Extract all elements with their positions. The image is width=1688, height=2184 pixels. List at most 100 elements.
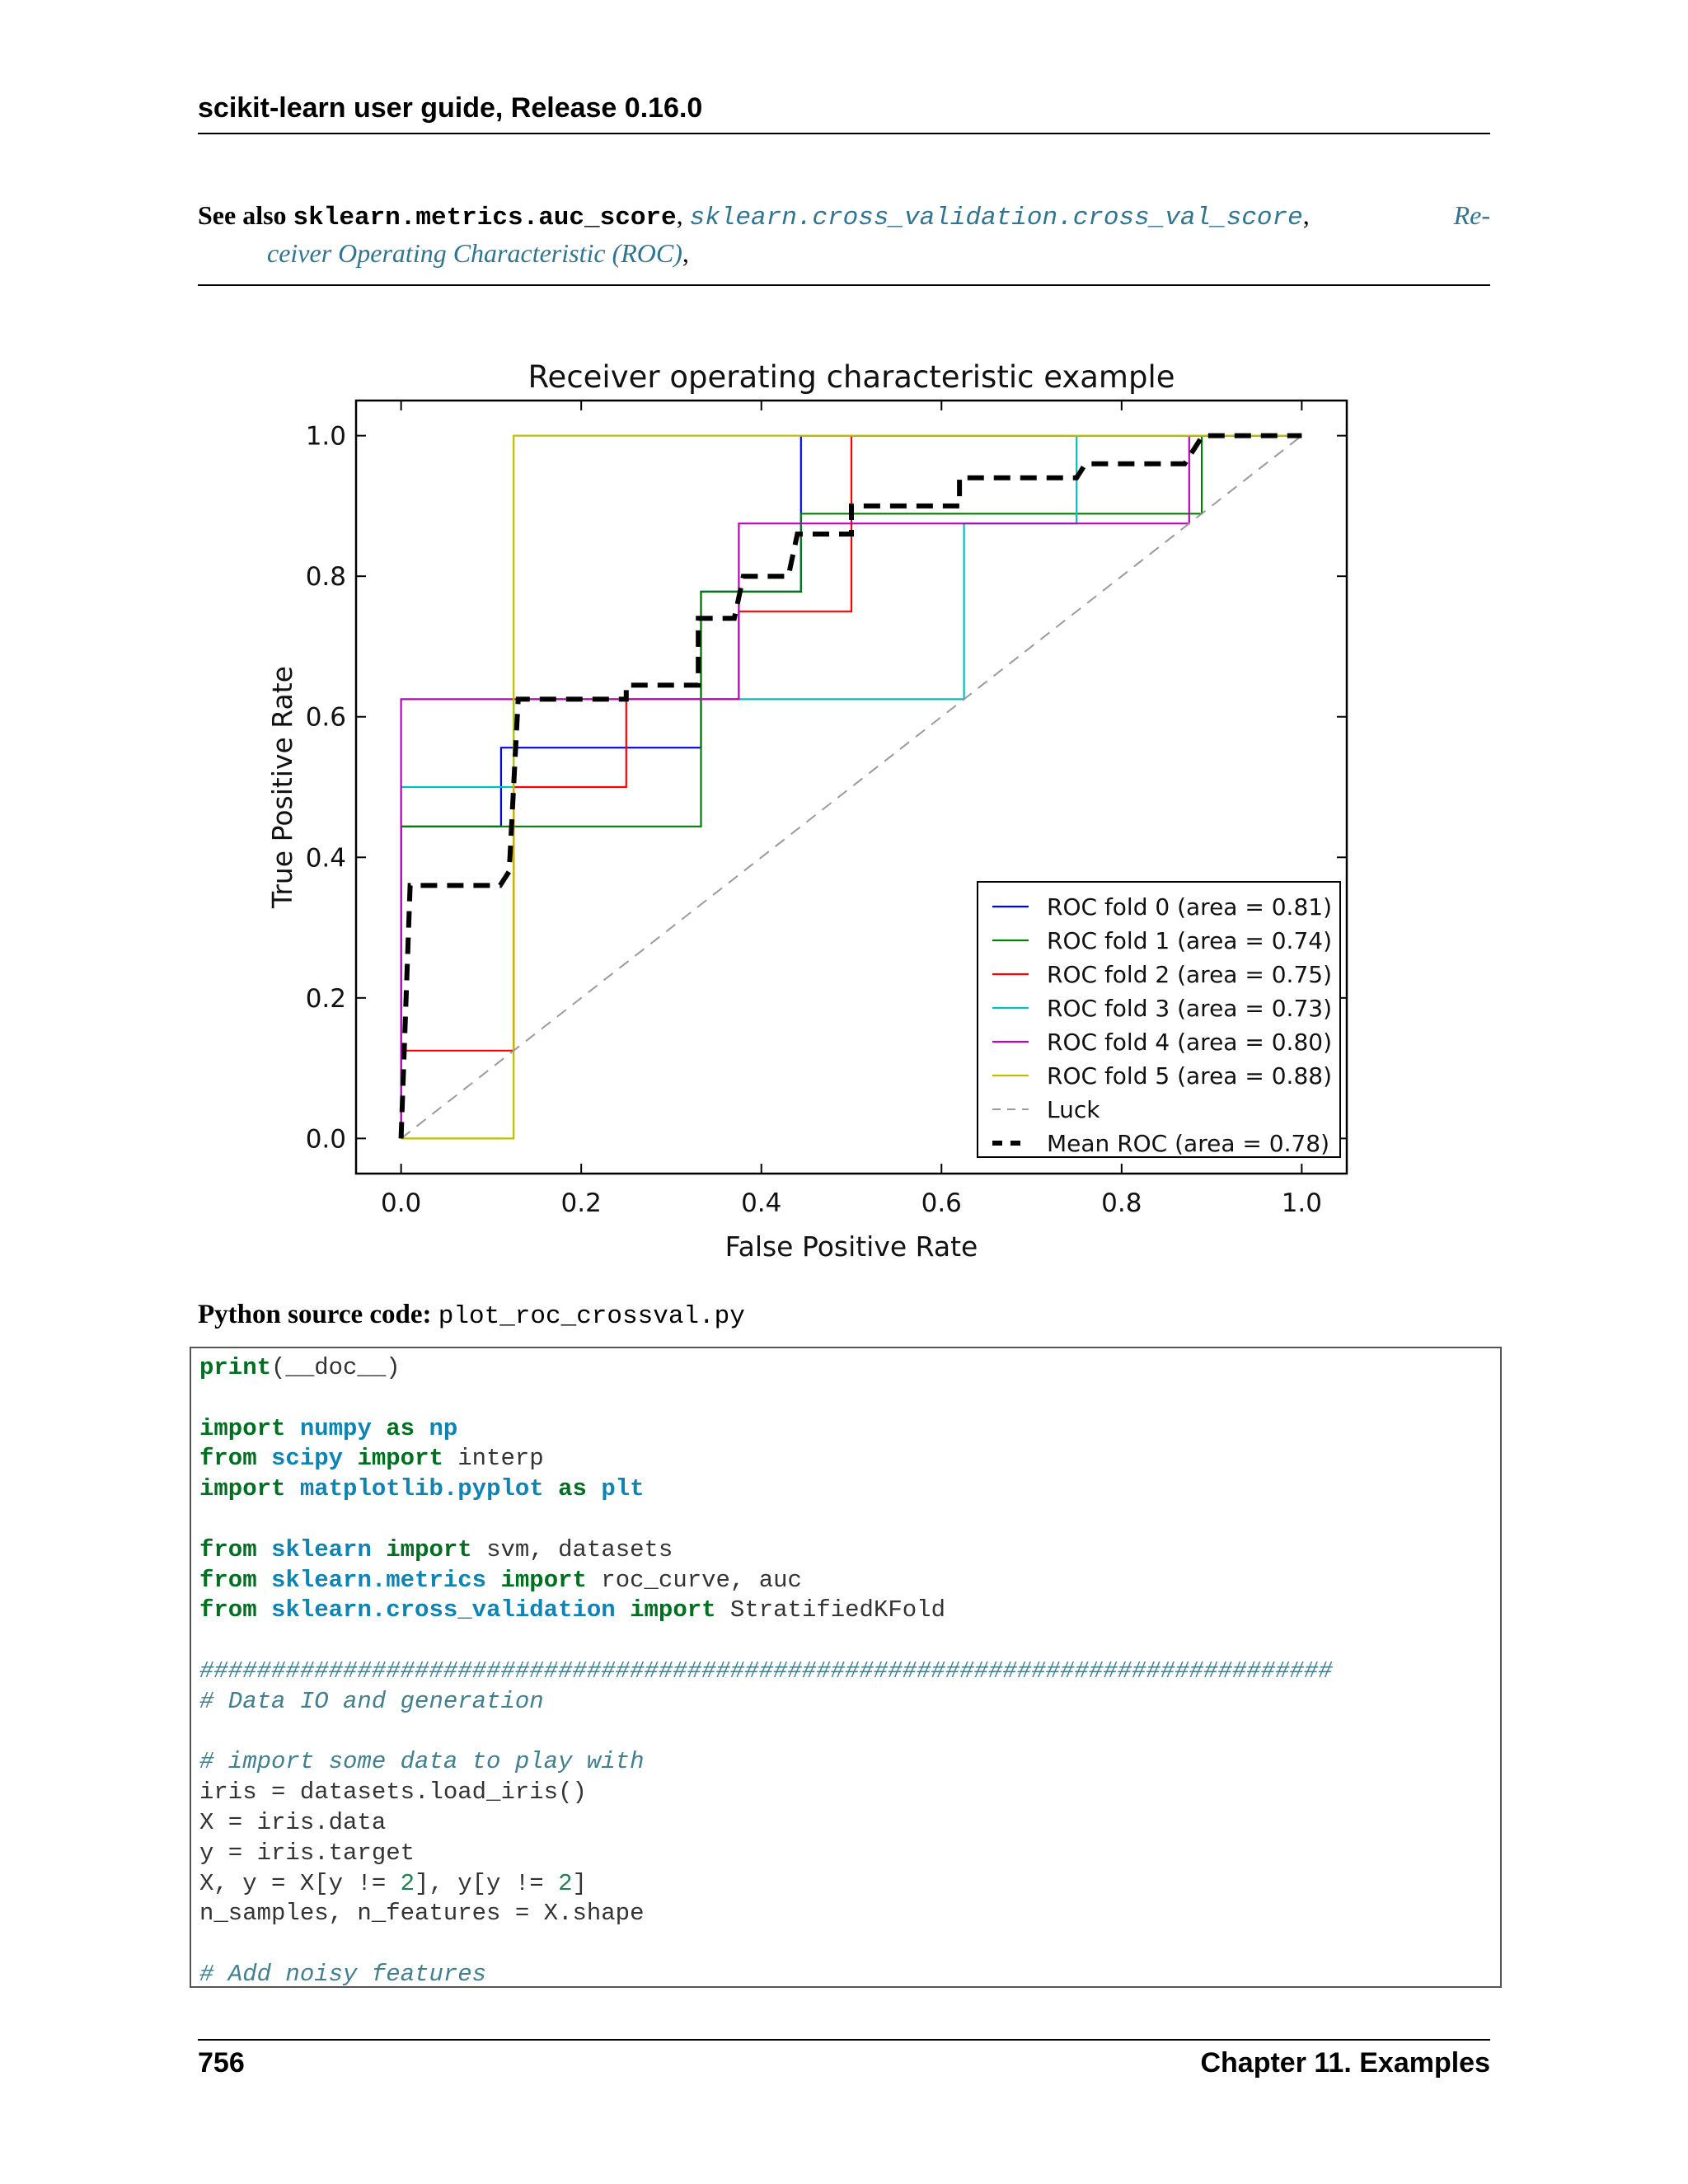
code-line: from sklearn.metrics import roc_curve, a… bbox=[199, 1566, 1492, 1596]
legend-box bbox=[977, 881, 1341, 1158]
code-token: (__doc__) bbox=[271, 1354, 401, 1381]
code-token: numpy bbox=[299, 1414, 372, 1442]
legend-entry: ROC fold 3 (area = 0.73) bbox=[1047, 995, 1332, 1022]
code-line: ########################################… bbox=[199, 1657, 1492, 1687]
code-token bbox=[372, 1415, 386, 1442]
legend-entry: ROC fold 1 (area = 0.74) bbox=[1047, 927, 1332, 954]
see-also-rule bbox=[198, 284, 1490, 286]
page-header: scikit-learn user guide, Release 0.16.0 bbox=[198, 92, 1490, 134]
see-also-box: See also sklearn.metrics.auc_score, skle… bbox=[198, 198, 1490, 270]
code-token: np bbox=[429, 1414, 458, 1442]
legend-entry: ROC fold 5 (area = 0.88) bbox=[1047, 1062, 1332, 1090]
source-label: Python source code: bbox=[198, 1300, 432, 1329]
series-line bbox=[400, 434, 1302, 1139]
code-line: from sklearn import svm, datasets bbox=[199, 1535, 1492, 1566]
code-line: from scipy import interp bbox=[199, 1444, 1492, 1474]
x-tick-label: 0.8 bbox=[1101, 1188, 1142, 1218]
see-also-line-1: See also sklearn.metrics.auc_score, skle… bbox=[198, 198, 1490, 236]
code-token: plt bbox=[601, 1475, 645, 1503]
page-footer: 756 Chapter 11. Examples bbox=[198, 2039, 1490, 2079]
see-also-sep: , bbox=[682, 238, 689, 268]
code-token bbox=[257, 1445, 271, 1472]
code-token: from bbox=[199, 1596, 257, 1624]
see-also-sep: , bbox=[676, 200, 683, 230]
see-also-sep: , bbox=[1302, 200, 1310, 230]
code-token bbox=[343, 1445, 357, 1472]
series-line bbox=[401, 434, 1302, 1140]
code-token: import bbox=[357, 1445, 443, 1473]
code-token: from bbox=[199, 1445, 257, 1473]
plot-frame bbox=[354, 399, 1348, 1175]
legend-entry: Mean ROC (area = 0.78) bbox=[1047, 1130, 1329, 1157]
code-line bbox=[199, 1505, 1492, 1535]
legend-entry: ROC fold 4 (area = 0.80) bbox=[1047, 1029, 1332, 1056]
code-token: StratifiedKFold bbox=[715, 1596, 945, 1624]
source-line: Python source code: plot_roc_crossval.py bbox=[198, 1300, 745, 1331]
code-token: svm, datasets bbox=[471, 1535, 673, 1563]
see-also-auc-score: sklearn.metrics.auc_score bbox=[293, 204, 677, 232]
x-tick-label: 1.0 bbox=[1282, 1188, 1322, 1218]
y-tick-label: 0.6 bbox=[306, 703, 346, 733]
code-token: iris = datasets.load_iris() bbox=[199, 1779, 587, 1807]
x-axis-label: False Positive Rate bbox=[725, 1230, 978, 1261]
series-line bbox=[400, 434, 1303, 1140]
code-token: ########################################… bbox=[199, 1657, 1333, 1685]
code-token: import bbox=[199, 1475, 286, 1503]
y-axis-label: True Positive Rate bbox=[266, 666, 298, 909]
code-token: as bbox=[386, 1414, 415, 1442]
code-line: # Data IO and generation bbox=[199, 1687, 1492, 1718]
code-token: sklearn.cross_validation bbox=[271, 1596, 616, 1624]
code-token: 2 bbox=[558, 1869, 573, 1897]
legend-entry: Luck bbox=[1047, 1096, 1100, 1123]
roc-chart: Receiver operating characteristic exampl… bbox=[266, 359, 1348, 1261]
code-token: ], y[y != bbox=[415, 1869, 559, 1897]
code-token bbox=[285, 1475, 299, 1502]
code-line bbox=[199, 1929, 1492, 1960]
code-token: # Add noisy features bbox=[199, 1960, 487, 1988]
code-token: # import some data to play with bbox=[199, 1748, 645, 1776]
see-also-cross-val-score-link[interactable]: sklearn.cross_validation.cross_val_score bbox=[689, 204, 1303, 232]
code-token bbox=[486, 1567, 500, 1594]
page-number: 756 bbox=[198, 2047, 245, 2079]
code-token: ] bbox=[572, 1869, 587, 1897]
x-tick-label: 0.0 bbox=[381, 1188, 421, 1218]
code-line: y = iris.target bbox=[199, 1839, 1492, 1869]
code-token bbox=[257, 1596, 271, 1624]
y-tick-label: 0.4 bbox=[306, 843, 346, 873]
code-line: from sklearn.cross_validation import Str… bbox=[199, 1596, 1492, 1626]
code-token: import bbox=[199, 1414, 286, 1442]
code-token: import bbox=[630, 1596, 716, 1624]
y-tick-label: 0.8 bbox=[306, 562, 346, 592]
y-tick-label: 0.2 bbox=[306, 984, 346, 1014]
code-line: iris = datasets.load_iris() bbox=[199, 1778, 1492, 1808]
code-token: import bbox=[500, 1566, 587, 1594]
code-token: sklearn.metrics bbox=[271, 1566, 487, 1594]
see-also-line-2: ceiver Operating Characteristic (ROC), bbox=[198, 236, 1490, 270]
code-token: # Data IO and generation bbox=[199, 1687, 544, 1715]
code-token bbox=[587, 1475, 601, 1502]
code-token: as bbox=[558, 1475, 587, 1503]
chart-title: Receiver operating characteristic exampl… bbox=[528, 359, 1175, 395]
y-tick-label: 0.0 bbox=[306, 1124, 346, 1154]
code-line: print(__doc__) bbox=[199, 1353, 1492, 1384]
series-line bbox=[398, 433, 1302, 1139]
code-token bbox=[257, 1536, 271, 1563]
legend-entry: ROC fold 0 (area = 0.81) bbox=[1047, 893, 1332, 921]
code-token: from bbox=[199, 1535, 257, 1563]
source-filename[interactable]: plot_roc_crossval.py bbox=[438, 1302, 745, 1331]
code-token bbox=[257, 1567, 271, 1594]
see-also-roc-link-part1[interactable]: Re- bbox=[1453, 200, 1490, 230]
code-token: roc_curve, auc bbox=[586, 1566, 802, 1594]
code-line bbox=[199, 1626, 1492, 1657]
x-tick-label: 0.6 bbox=[921, 1188, 962, 1218]
code-token: y = iris.target bbox=[199, 1839, 415, 1867]
code-line: # Add noisy features bbox=[199, 1960, 1492, 1988]
code-token: n_samples, n_features = X.shape bbox=[199, 1900, 645, 1928]
code-token: X = iris.data bbox=[199, 1808, 387, 1836]
see-also-roc-link-part2[interactable]: ceiver Operating Characteristic (ROC) bbox=[267, 238, 682, 268]
code-token bbox=[372, 1536, 386, 1563]
code-token: interp bbox=[443, 1445, 544, 1473]
code-token bbox=[415, 1415, 429, 1442]
header-title: scikit-learn user guide, Release 0.16.0 bbox=[198, 92, 703, 124]
code-line: X = iris.data bbox=[199, 1808, 1492, 1839]
